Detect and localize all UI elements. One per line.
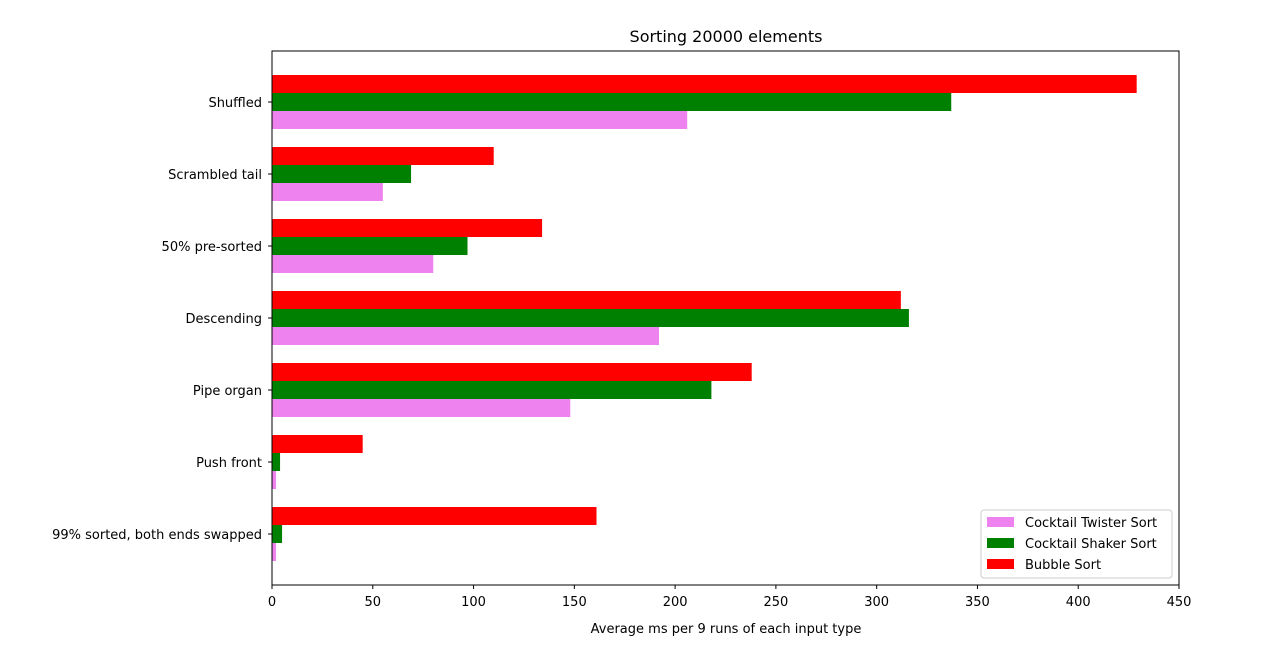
legend-label: Bubble Sort: [1025, 558, 1101, 573]
bar-cocktail-twister-sort-3: [272, 327, 659, 345]
x-tick-label: 450: [1167, 595, 1192, 610]
y-tick-label: Scrambled tail: [168, 168, 262, 183]
bar-cocktail-shaker-sort-3: [272, 309, 909, 327]
y-tick-label: Pipe organ: [193, 384, 262, 399]
y-tick-label: Descending: [185, 312, 262, 327]
x-tick-label: 0: [268, 595, 276, 610]
bar-cocktail-twister-sort-0: [272, 111, 688, 129]
bar-cocktail-twister-sort-4: [272, 399, 571, 417]
x-axis: 0 50 100 150 200 250 300 350 400 450: [268, 585, 1192, 610]
x-tick-label: 300: [864, 595, 889, 610]
bar-cocktail-twister-sort-1: [272, 183, 383, 201]
x-tick-label: 200: [663, 595, 688, 610]
bar-bubble-sort-5: [272, 435, 363, 453]
x-tick-label: 50: [365, 595, 382, 610]
y-tick-label: 50% pre-sorted: [162, 240, 262, 255]
y-tick-label: Shuffled: [208, 96, 262, 111]
bars-layer: [272, 75, 1137, 561]
bar-cocktail-twister-sort-6: [272, 543, 277, 561]
x-tick-label: 100: [461, 595, 486, 610]
legend-label: Cocktail Twister Sort: [1025, 516, 1157, 531]
bar-cocktail-shaker-sort-0: [272, 93, 952, 111]
legend-label: Cocktail Shaker Sort: [1025, 537, 1157, 552]
legend: Cocktail Twister Sort Cocktail Shaker Sor…: [980, 509, 1173, 579]
legend-swatch: [987, 538, 1014, 548]
bar-cocktail-shaker-sort-2: [272, 237, 468, 255]
bar-bubble-sort-2: [272, 219, 543, 237]
x-tick-label: 250: [763, 595, 788, 610]
legend-swatch: [987, 517, 1014, 527]
x-axis-label: Average ms per 9 runs of each input type: [591, 622, 862, 637]
x-tick-label: 150: [562, 595, 587, 610]
legend-box: [980, 509, 1173, 579]
bar-bubble-sort-0: [272, 75, 1137, 93]
bar-bubble-sort-1: [272, 147, 494, 165]
legend-swatch: [987, 559, 1014, 569]
bar-cocktail-shaker-sort-1: [272, 165, 412, 183]
bar-bubble-sort-3: [272, 291, 901, 309]
bar-cocktail-shaker-sort-4: [272, 381, 712, 399]
y-tick-label: Push front: [196, 456, 262, 471]
y-tick-label: 99% sorted, both ends swapped: [52, 528, 262, 543]
chart-title: Sorting 20000 elements: [630, 27, 823, 46]
x-tick-label: 400: [1066, 595, 1091, 610]
bar-cocktail-twister-sort-2: [272, 255, 434, 273]
bar-cocktail-twister-sort-5: [272, 471, 277, 489]
x-tick-label: 350: [965, 595, 990, 610]
bar-bubble-sort-4: [272, 363, 752, 381]
bar-bubble-sort-6: [272, 507, 597, 525]
y-axis: Shuffled Scrambled tail 50% pre-sorted Desc…: [52, 96, 272, 543]
bar-cocktail-shaker-sort-5: [272, 453, 281, 471]
bar-cocktail-shaker-sort-6: [272, 525, 283, 543]
